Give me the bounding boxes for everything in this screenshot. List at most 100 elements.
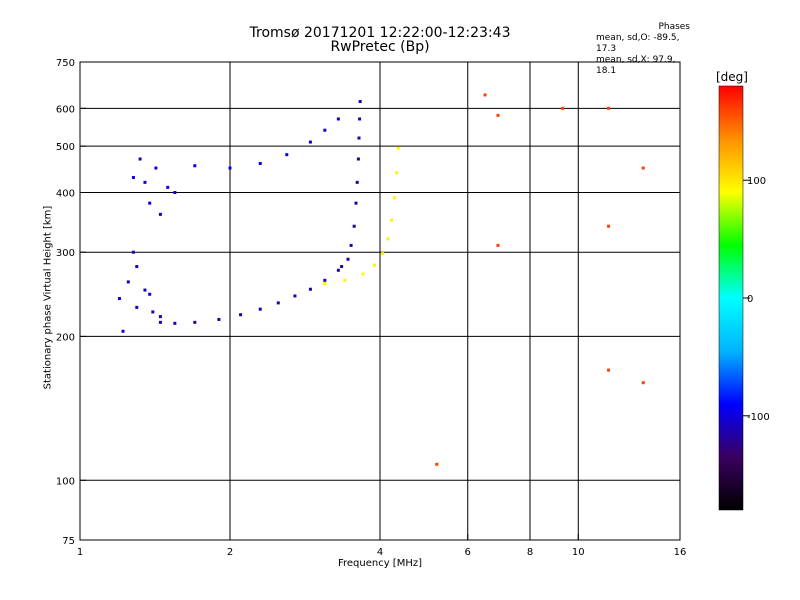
x-tick-label: 1 bbox=[77, 547, 83, 558]
y-tick-label: 600 bbox=[56, 104, 75, 115]
data-point bbox=[323, 128, 327, 132]
data-point bbox=[154, 166, 158, 170]
data-point bbox=[143, 180, 147, 184]
phases-stat-x: mean, sd,X: 97.9, 18.1 bbox=[596, 55, 676, 76]
data-point bbox=[126, 280, 130, 284]
data-point bbox=[373, 263, 377, 267]
colorbar-title: [deg] bbox=[716, 70, 748, 84]
x-tick-label: 10 bbox=[572, 547, 585, 558]
y-tick-label: 500 bbox=[56, 142, 75, 153]
chart-title: Tromsø 20171201 12:22:00-12:23:43 bbox=[249, 25, 511, 41]
data-point bbox=[158, 320, 162, 324]
data-point bbox=[349, 243, 353, 247]
data-point bbox=[346, 257, 350, 261]
x-tick-label: 6 bbox=[465, 547, 471, 558]
data-point bbox=[336, 268, 340, 272]
x-axis-label: Frequency [MHz] bbox=[337, 558, 423, 569]
data-point bbox=[357, 136, 361, 140]
data-point bbox=[173, 190, 177, 194]
data-point bbox=[148, 201, 152, 205]
data-point bbox=[193, 320, 197, 324]
data-point bbox=[336, 117, 340, 121]
data-point bbox=[641, 381, 645, 385]
data-point bbox=[396, 146, 400, 150]
data-point bbox=[483, 93, 487, 97]
data-point bbox=[308, 140, 312, 144]
data-point bbox=[393, 196, 397, 200]
y-tick-label: 750 bbox=[56, 58, 75, 69]
data-point bbox=[121, 329, 125, 333]
data-point bbox=[361, 272, 365, 276]
chart-title-block: Tromsø 20171201 12:22:00-12:23:43 RwPret… bbox=[230, 26, 530, 54]
data-point bbox=[496, 113, 500, 117]
data-point bbox=[117, 297, 121, 301]
colorbar-tick-label: -100 bbox=[747, 412, 770, 423]
data-points bbox=[117, 93, 645, 466]
data-point bbox=[435, 462, 439, 466]
grid-lines bbox=[80, 62, 680, 540]
data-point bbox=[158, 315, 162, 319]
data-point bbox=[496, 243, 500, 247]
data-point bbox=[151, 310, 155, 314]
y-tick-label: 75 bbox=[62, 536, 75, 547]
data-point bbox=[607, 106, 611, 110]
x-axis-ticks: 1 2 4 6 8 10 16 bbox=[77, 534, 687, 558]
data-point bbox=[131, 250, 135, 254]
data-point bbox=[352, 224, 356, 228]
data-point bbox=[386, 237, 390, 241]
data-point bbox=[607, 224, 611, 228]
y-tick-label: 300 bbox=[56, 248, 75, 259]
phases-header: Phases bbox=[658, 22, 690, 32]
colorbar-tick-label: 0 bbox=[747, 294, 753, 305]
x-tick-label: 8 bbox=[527, 547, 533, 558]
data-point bbox=[390, 218, 394, 222]
data-point bbox=[355, 180, 359, 184]
phases-stat-o: mean, sd,O: -89.5, 17.3 bbox=[596, 33, 680, 54]
data-point bbox=[381, 252, 385, 256]
data-point bbox=[323, 278, 327, 282]
data-point bbox=[561, 106, 565, 110]
data-point bbox=[217, 317, 221, 321]
data-point bbox=[358, 100, 362, 104]
data-point bbox=[276, 301, 280, 305]
data-point bbox=[166, 185, 170, 189]
data-point bbox=[356, 157, 360, 161]
data-point bbox=[228, 166, 232, 170]
data-point bbox=[343, 278, 347, 282]
data-point bbox=[340, 265, 344, 269]
colorbar-ticks: 100 0 -100 bbox=[743, 176, 770, 423]
data-point bbox=[135, 265, 139, 269]
data-point bbox=[135, 305, 139, 309]
y-axis-ticks: 75 100 200 300 400 500 600 750 bbox=[56, 58, 86, 547]
data-point bbox=[193, 164, 197, 168]
data-point bbox=[358, 117, 362, 121]
data-point bbox=[395, 171, 399, 175]
data-point bbox=[354, 201, 358, 205]
data-point bbox=[131, 175, 135, 179]
y-tick-label: 200 bbox=[56, 332, 75, 343]
data-point bbox=[641, 166, 645, 170]
data-point bbox=[607, 368, 611, 372]
data-point bbox=[143, 288, 147, 292]
x-tick-label: 2 bbox=[227, 547, 233, 558]
data-point bbox=[285, 153, 289, 157]
data-point bbox=[148, 292, 152, 296]
data-point bbox=[308, 287, 312, 291]
y-tick-label: 400 bbox=[56, 188, 75, 199]
phases-stats-block: Phases mean, sd,O: -89.5, 17.3 mean, sd,… bbox=[596, 22, 696, 77]
data-point bbox=[138, 157, 142, 161]
data-point bbox=[258, 161, 262, 165]
data-point bbox=[323, 282, 327, 286]
data-point bbox=[239, 313, 243, 317]
x-tick-label: 4 bbox=[377, 547, 383, 558]
colorbar-tick-label: 100 bbox=[747, 176, 766, 187]
x-tick-label: 16 bbox=[674, 547, 687, 558]
data-point bbox=[158, 212, 162, 216]
colorbar bbox=[718, 85, 744, 511]
y-tick-label: 100 bbox=[56, 476, 75, 487]
chart-subtitle: RwPretec (Bp) bbox=[330, 39, 430, 55]
data-point bbox=[173, 321, 177, 325]
data-point bbox=[258, 307, 262, 311]
data-point bbox=[293, 294, 297, 298]
